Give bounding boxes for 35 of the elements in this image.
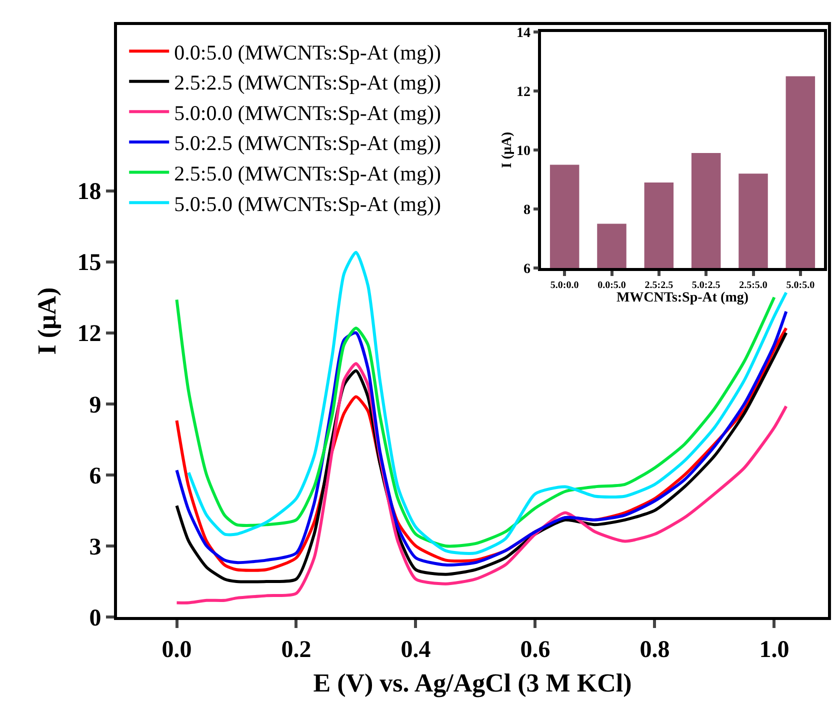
legend-label: 5.0:0.0 (MWCNTs:Sp-At (mg)): [174, 100, 441, 125]
x-tick-label: 5.0:5.0: [786, 280, 815, 291]
x-tick-label: 1.0: [759, 636, 790, 663]
x-tick-label: 5.0:2.5: [692, 280, 720, 291]
legend-label: 5.0:2.5 (MWCNTs:Sp-At (mg)): [174, 131, 441, 156]
x-tick-label: 5.0:0.0: [550, 280, 579, 291]
legend-label: 2.5:2.5 (MWCNTs:Sp-At (mg)): [174, 70, 441, 95]
x-tick-label: 0.2: [281, 636, 312, 663]
x-tick-label: 2.5:2.5: [644, 280, 674, 291]
y-tick-label: 18: [77, 179, 102, 206]
x-tick-label: 0.0: [162, 636, 192, 663]
y-tick-label: 8: [523, 202, 530, 218]
legend-label: 2.5:5.0 (MWCNTs:Sp-At (mg)): [174, 161, 441, 186]
y-tick-label: 10: [516, 144, 530, 159]
y-axis-title: I (μA): [32, 287, 62, 355]
y-tick-label: 14: [516, 26, 530, 41]
y-tick-label: 6: [89, 463, 102, 490]
line-series: [187, 250, 788, 555]
y-axis-title: I (μA): [500, 132, 516, 168]
x-tick-label: 0.6: [520, 636, 550, 663]
y-tick-label: 12: [77, 321, 102, 348]
legend-label: 5.0:5.0 (MWCNTs:Sp-At (mg)): [174, 192, 441, 216]
y-tick-label: 6: [523, 262, 530, 277]
y-tick-label: 12: [516, 84, 530, 100]
x-axis-title: E (V) vs. Ag/AgCl (3 M KCl): [313, 668, 632, 698]
x-tick-label: 2.5:5.0: [739, 280, 768, 291]
legend-label: 0.0:5.0 (MWCNTs:Sp-At (mg)): [174, 40, 441, 64]
x-tick-label: 0.8: [640, 636, 670, 663]
x-axis-title: MWCNTs:Sp-At (mg): [616, 290, 749, 306]
y-tick-label: 0: [89, 605, 102, 632]
y-tick-label: 15: [77, 250, 102, 276]
y-tick-label: 9: [89, 392, 102, 418]
x-tick-label: 0.0:5.0: [598, 280, 626, 291]
x-tick-label: 0.4: [400, 636, 431, 663]
y-tick-label: 3: [89, 534, 102, 560]
